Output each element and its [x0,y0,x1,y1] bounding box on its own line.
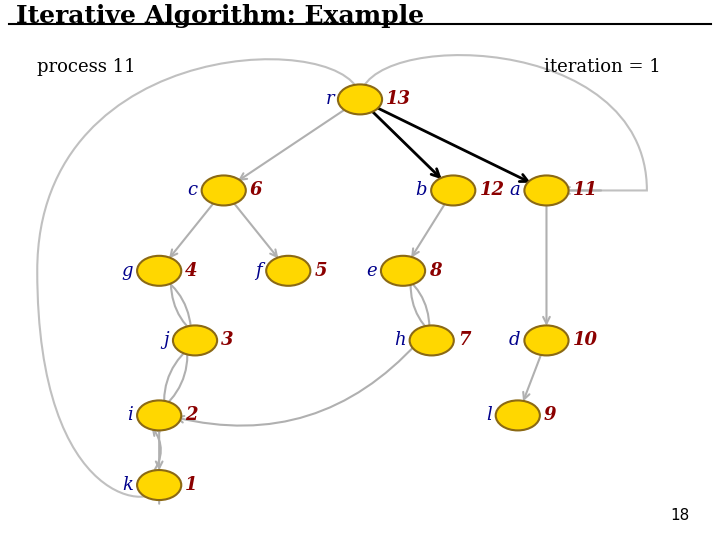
Text: l: l [486,407,492,424]
Text: j: j [163,332,169,349]
Text: a: a [510,181,521,199]
Text: 2: 2 [185,407,198,424]
Text: h: h [394,332,405,349]
Text: 9: 9 [544,407,557,424]
Ellipse shape [137,401,181,430]
Text: 10: 10 [572,332,598,349]
Ellipse shape [137,256,181,286]
Text: f: f [256,262,262,280]
Ellipse shape [202,176,246,205]
Text: process 11: process 11 [37,58,136,76]
Text: 18: 18 [670,508,690,523]
Text: r: r [325,90,334,109]
Ellipse shape [137,470,181,500]
Text: 8: 8 [429,262,441,280]
Ellipse shape [431,176,475,205]
Text: Iterative Algorithm: Example: Iterative Algorithm: Example [16,4,424,29]
Text: i: i [127,407,133,424]
Ellipse shape [338,84,382,114]
Ellipse shape [381,256,425,286]
Text: g: g [122,262,133,280]
Text: k: k [122,476,133,494]
Text: 7: 7 [458,332,470,349]
Text: 12: 12 [480,181,504,199]
Text: c: c [187,181,197,199]
Text: iteration = 1: iteration = 1 [544,58,661,76]
Text: 11: 11 [572,181,598,199]
Ellipse shape [173,326,217,355]
Text: 13: 13 [386,90,411,109]
Text: b: b [415,181,427,199]
Text: d: d [509,332,521,349]
Ellipse shape [524,176,569,205]
Text: 3: 3 [221,332,234,349]
Ellipse shape [410,326,454,355]
Text: e: e [366,262,377,280]
Text: 6: 6 [250,181,262,199]
Text: 1: 1 [185,476,198,494]
Ellipse shape [495,401,540,430]
Ellipse shape [266,256,310,286]
Text: 5: 5 [315,262,327,280]
Text: 4: 4 [185,262,198,280]
Ellipse shape [524,326,569,355]
